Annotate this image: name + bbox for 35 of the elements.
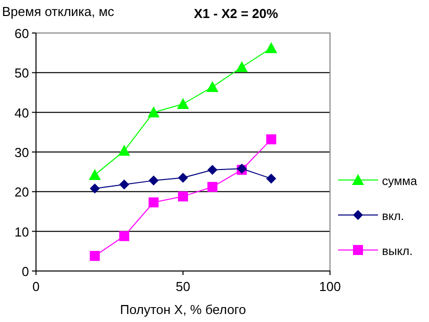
point [148, 176, 159, 186]
x-tick-label: 0 [32, 279, 40, 294]
point [148, 197, 159, 208]
point [207, 182, 218, 192]
point [265, 42, 278, 54]
point [90, 183, 100, 194]
y-tick-label: 40 [14, 105, 29, 120]
point [88, 169, 101, 180]
y-tick-label: 50 [14, 66, 29, 81]
y-tick-label: 0 [22, 264, 29, 279]
point [119, 180, 130, 190]
x-tick-label: 100 [319, 279, 341, 294]
y-tick-label: 20 [14, 184, 29, 200]
y-tick-label: 10 [14, 224, 29, 240]
point [118, 144, 130, 156]
point [178, 191, 188, 202]
x-tick-label: 50 [176, 279, 190, 294]
point [178, 172, 188, 183]
legend-label: вкл. [382, 209, 404, 223]
y-tick-label: 60 [14, 26, 29, 41]
legend-label: выкл. [382, 244, 413, 258]
point [206, 80, 218, 92]
point [177, 98, 189, 110]
y-tick-label: 30 [14, 145, 29, 160]
point [266, 134, 276, 144]
point [207, 164, 218, 175]
point [236, 61, 248, 72]
chart-title: X1 - X2 = 20% [194, 6, 279, 21]
x-axis-title: Полутон X, % белого [120, 302, 246, 317]
legend-label: сумма [382, 174, 418, 188]
point [90, 250, 100, 261]
point [148, 106, 160, 118]
point [119, 231, 130, 242]
point [266, 174, 276, 184]
y-axis-title: Время отклика, мс [2, 4, 115, 19]
